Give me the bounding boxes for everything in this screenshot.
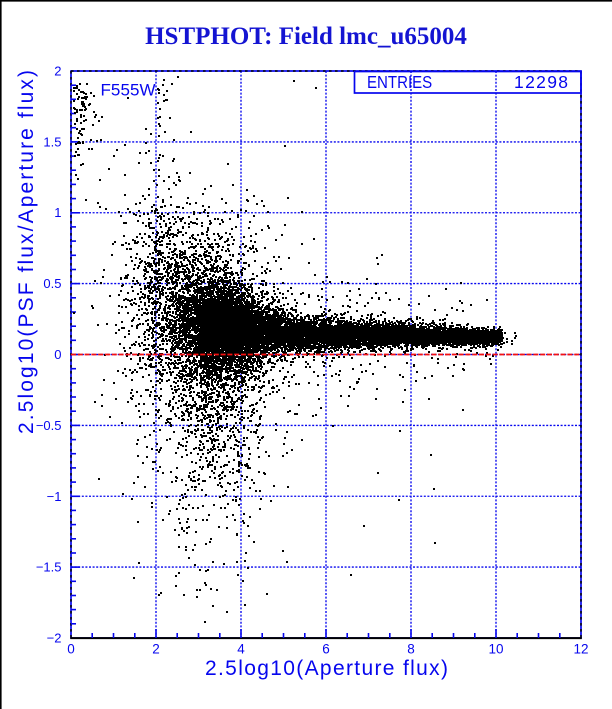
svg-text:−1.5: −1.5 <box>36 560 62 575</box>
svg-text:−1: −1 <box>47 489 62 504</box>
svg-text:1.5: 1.5 <box>43 134 61 149</box>
svg-text:0: 0 <box>54 347 61 362</box>
svg-text:8: 8 <box>407 642 415 657</box>
svg-text:HSTPHOT: Field lmc_u65004: HSTPHOT: Field lmc_u65004 <box>145 23 467 50</box>
svg-text:2.5log10(Aperture flux): 2.5log10(Aperture flux) <box>205 657 448 680</box>
svg-text:0.5: 0.5 <box>43 276 61 291</box>
svg-text:2.5log10(PSF flux/Aperture flu: 2.5log10(PSF flux/Aperture flux) <box>15 70 38 434</box>
svg-text:F555W: F555W <box>101 81 156 100</box>
svg-text:10: 10 <box>488 642 503 657</box>
svg-text:1: 1 <box>54 205 61 220</box>
svg-text:12298: 12298 <box>514 72 568 92</box>
svg-text:ENTRIES: ENTRIES <box>367 73 432 92</box>
svg-text:2: 2 <box>152 642 160 657</box>
svg-text:4: 4 <box>237 642 245 657</box>
svg-text:12: 12 <box>573 642 588 657</box>
svg-text:−2: −2 <box>47 631 62 646</box>
svg-text:−0.5: −0.5 <box>36 418 62 433</box>
svg-text:2: 2 <box>54 64 61 79</box>
svg-text:0: 0 <box>67 642 75 657</box>
svg-text:6: 6 <box>322 642 330 657</box>
